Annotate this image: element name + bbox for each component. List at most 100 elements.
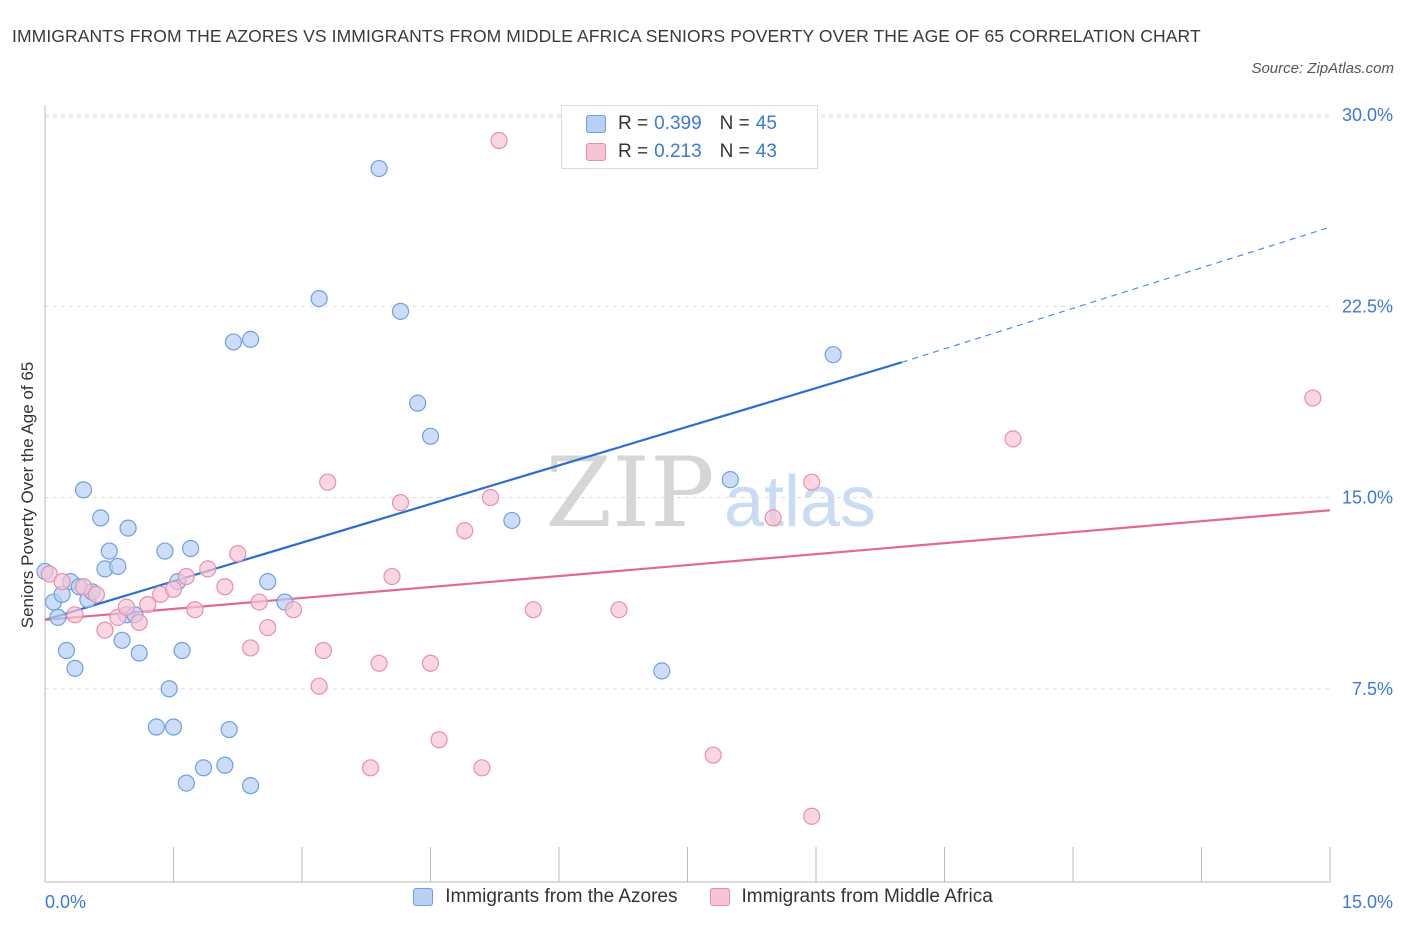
- azores-point: [310, 290, 328, 308]
- azores-point: [391, 302, 410, 320]
- azores-point: [160, 680, 178, 698]
- y-axis-label: Seniors Poverty Over the Age of 65: [18, 362, 37, 628]
- middle-africa-point: [319, 473, 337, 491]
- azores-point: [57, 641, 76, 660]
- middle-africa-point: [456, 522, 474, 540]
- middle-africa-point: [186, 601, 204, 619]
- y-tick-label: 30.0%: [1342, 105, 1393, 125]
- azores-point: [259, 573, 277, 591]
- middle-africa-point: [610, 601, 628, 619]
- azores-point: [242, 777, 260, 795]
- middle-africa-point: [370, 654, 388, 672]
- middle-africa-point: [391, 494, 410, 512]
- middle-africa-point: [314, 641, 333, 660]
- azores-point: [220, 720, 238, 739]
- middle-africa-point: [164, 580, 183, 598]
- azores-n-value: 45: [755, 113, 777, 134]
- azores-swatch: [586, 115, 606, 133]
- middle-africa-legend-swatch: [709, 888, 730, 906]
- azores-point: [119, 519, 137, 537]
- azores-point: [109, 557, 127, 575]
- azores-point: [224, 333, 243, 351]
- azores-point: [49, 608, 67, 626]
- source-label: Source: ZipAtlas.com: [1251, 60, 1394, 77]
- middle-africa-point: [490, 131, 508, 150]
- middle-africa-point: [803, 807, 821, 825]
- middle-africa-point: [383, 567, 401, 586]
- middle-africa-point: [1004, 430, 1022, 448]
- watermark: ZIP atlas: [545, 437, 876, 549]
- azores-point: [156, 542, 174, 560]
- azores-point: [653, 662, 671, 680]
- middle-africa-swatch: [586, 143, 606, 161]
- series-legend: Immigrants from the Azores Immigrants fr…: [0, 886, 1406, 908]
- y-tick-label: 7.5%: [1352, 679, 1393, 699]
- azores-point: [164, 718, 183, 736]
- middle-africa-point: [96, 621, 114, 639]
- middle-africa-point: [229, 544, 247, 563]
- stats-legend: R = 0.399 N = 45 R = 0.213 N = 43: [561, 105, 818, 169]
- azores-point: [421, 427, 440, 445]
- middle-africa-point: [40, 565, 58, 583]
- middle-africa-point: [764, 509, 782, 527]
- azores-point: [147, 718, 165, 736]
- middle-africa-point: [421, 654, 440, 672]
- middle-africa-point: [310, 677, 328, 695]
- middle-africa-point: [199, 560, 217, 578]
- azores-point: [100, 542, 118, 560]
- middle-africa-point: [53, 573, 71, 591]
- azores-point: [182, 539, 200, 558]
- middle-africa-point: [66, 606, 84, 624]
- azores-r-value: 0.399: [654, 113, 702, 134]
- middle-africa-point: [74, 578, 93, 596]
- middle-africa-point: [250, 593, 268, 611]
- middle-africa-point: [430, 731, 448, 749]
- x-tick-label: 0.0%: [45, 892, 86, 912]
- middle-africa-point: [481, 488, 500, 507]
- middle-africa-point: [361, 759, 380, 777]
- azores-point: [177, 774, 195, 792]
- middle-africa-point: [87, 585, 106, 604]
- y-tick-label: 15.0%: [1342, 488, 1393, 508]
- azores-point: [173, 641, 191, 660]
- middle-africa-point: [524, 601, 542, 619]
- stats-legend-row-middle-africa: R = 0.213 N = 43: [586, 139, 777, 165]
- azores-point: [92, 509, 110, 527]
- azores-legend-label: Immigrants from the Azores: [445, 886, 678, 907]
- middle-africa-point: [177, 567, 195, 586]
- data-points: [36, 131, 1322, 825]
- tick-labels: 7.5% 15.0% 22.5% 30.0% 0.0% 15.0%: [45, 105, 1393, 912]
- axes: [44, 105, 1331, 883]
- azores-point: [130, 644, 148, 662]
- middle-africa-point: [117, 598, 135, 616]
- middle-africa-point: [704, 746, 722, 764]
- middle-africa-point: [259, 618, 277, 637]
- watermark-atlas: atlas: [724, 462, 876, 542]
- middle-africa-point: [139, 595, 157, 614]
- azores-point: [409, 394, 427, 412]
- azores-legend-swatch: [413, 888, 434, 906]
- middle-africa-legend-label: Immigrants from Middle Africa: [741, 886, 993, 907]
- middle-africa-point: [242, 639, 260, 657]
- azores-point: [74, 481, 93, 499]
- middle-africa-point: [473, 759, 491, 777]
- legend-item-azores[interactable]: Immigrants from the Azores: [413, 886, 678, 908]
- azores-point: [721, 471, 739, 489]
- middle-africa-point: [1304, 389, 1322, 407]
- middle-africa-point: [216, 578, 234, 596]
- middle-africa-point: [803, 473, 821, 491]
- azores-point: [242, 330, 260, 348]
- azores-point: [216, 756, 234, 774]
- chart-title: IMMIGRANTS FROM THE AZORES VS IMMIGRANTS…: [12, 26, 1201, 46]
- middle-africa-r-value: 0.213: [654, 141, 702, 162]
- stats-legend-row-azores: R = 0.399 N = 45: [586, 111, 777, 137]
- x-tick-label: 15.0%: [1342, 892, 1393, 912]
- y-tick-label: 22.5%: [1342, 296, 1393, 316]
- legend-item-middle-africa[interactable]: Immigrants from Middle Africa: [709, 886, 993, 908]
- azores-point: [194, 759, 213, 777]
- azores-point: [370, 159, 388, 178]
- azores-point: [503, 511, 521, 530]
- azores-trend-extension: [901, 226, 1331, 363]
- middle-africa-point: [130, 613, 148, 632]
